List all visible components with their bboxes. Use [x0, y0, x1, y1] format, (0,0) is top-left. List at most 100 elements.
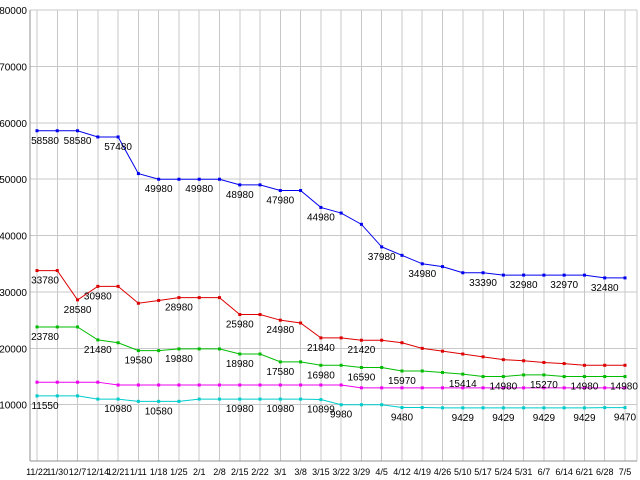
series-blue-marker — [623, 276, 627, 280]
series-blue-marker — [197, 177, 201, 181]
series-blue-marker — [441, 265, 445, 269]
point-value-label: 17580 — [266, 367, 294, 378]
series-green-marker — [238, 352, 242, 356]
x-axis-tick-label: 4/12 — [393, 467, 411, 477]
series-magenta-marker — [299, 383, 303, 387]
series-red-marker — [258, 313, 262, 317]
point-value-label: 15414 — [449, 379, 477, 390]
series-magenta-marker — [582, 386, 586, 390]
series-magenta-marker — [35, 380, 39, 384]
series-cyan-marker — [278, 397, 282, 401]
series-green-marker — [299, 360, 303, 364]
series-red-line — [37, 270, 625, 366]
series-magenta-marker — [339, 383, 343, 387]
x-axis-tick-label: 5/17 — [474, 467, 492, 477]
series-red-marker — [238, 313, 242, 317]
series-cyan-marker — [562, 406, 566, 410]
series-green-marker — [623, 375, 627, 379]
point-value-label: 57480 — [104, 142, 132, 153]
series-magenta-marker — [400, 386, 404, 390]
series-blue-marker — [319, 205, 323, 209]
series-red-marker — [441, 349, 445, 353]
series-red-marker — [359, 338, 363, 342]
series-cyan-marker — [501, 406, 505, 410]
series-green-marker — [380, 365, 384, 369]
point-value-label: 14980 — [571, 382, 599, 393]
series-cyan-marker — [217, 397, 221, 401]
series-cyan-marker — [319, 398, 323, 402]
x-axis-tick-label: 12/7 — [69, 467, 87, 477]
point-value-label: 9429 — [452, 413, 475, 424]
series-cyan-marker — [136, 399, 140, 403]
point-value-label: 9429 — [573, 413, 596, 424]
series-green-marker — [116, 341, 120, 345]
series-cyan-marker — [420, 406, 424, 410]
point-value-label: 28980 — [165, 303, 193, 314]
series-blue-marker — [542, 273, 546, 277]
point-value-label: 25980 — [226, 320, 254, 331]
series-cyan-marker — [96, 397, 100, 401]
point-value-label: 14980 — [610, 382, 638, 393]
series-cyan-marker — [623, 406, 627, 410]
y-axis-tick-label: 70000 — [0, 62, 27, 73]
y-axis-tick-label: 30000 — [0, 288, 27, 299]
series-magenta-marker — [380, 386, 384, 390]
point-value-label: 58580 — [64, 136, 92, 147]
series-blue-marker — [582, 273, 586, 277]
x-axis-tick-label: 6/7 — [538, 467, 551, 477]
series-green-marker — [542, 373, 546, 377]
point-value-label: 58580 — [31, 136, 59, 147]
series-magenta-marker — [441, 386, 445, 390]
series-green-marker — [359, 365, 363, 369]
point-value-label: 9429 — [492, 413, 515, 424]
point-value-label: 19880 — [165, 354, 193, 365]
series-green-marker — [461, 372, 465, 376]
point-value-label: 49980 — [145, 184, 173, 195]
series-blue-marker — [522, 273, 526, 277]
series-green-marker — [157, 349, 161, 353]
point-value-label: 32970 — [550, 280, 578, 291]
y-axis-tick-label: 80000 — [0, 6, 27, 17]
series-red-marker — [116, 284, 120, 288]
point-value-label: 18980 — [226, 359, 254, 370]
series-cyan-marker — [441, 406, 445, 410]
x-axis-tick-label: 5/31 — [515, 467, 533, 477]
point-value-label: 48980 — [226, 190, 254, 201]
series-green-marker — [582, 375, 586, 379]
series-green-marker — [55, 325, 59, 329]
point-value-label: 49980 — [185, 184, 213, 195]
point-value-label: 19580 — [124, 356, 152, 367]
series-cyan-marker — [238, 397, 242, 401]
series-magenta-marker — [359, 386, 363, 390]
series-cyan-marker — [522, 406, 526, 410]
x-axis-tick-label: 4/5 — [375, 467, 388, 477]
series-cyan-marker — [116, 397, 120, 401]
series-blue-marker — [501, 273, 505, 277]
point-value-label: 10980 — [266, 404, 294, 415]
series-blue-marker — [238, 183, 242, 187]
series-blue-marker — [380, 245, 384, 249]
series-green-marker — [420, 369, 424, 373]
series-cyan-marker — [603, 406, 607, 410]
series-green-marker — [76, 325, 80, 329]
series-cyan-marker — [197, 397, 201, 401]
series-cyan-marker — [55, 394, 59, 398]
series-cyan-line — [37, 395, 625, 409]
series-green-marker — [278, 360, 282, 364]
series-cyan-marker — [542, 406, 546, 410]
series-red-marker — [96, 284, 100, 288]
x-axis-tick-label: 12/21 — [107, 467, 130, 477]
series-blue-marker — [157, 177, 161, 181]
series-green-marker — [319, 363, 323, 367]
y-axis-tick-label: 20000 — [0, 344, 27, 355]
series-green-marker — [603, 375, 607, 379]
y-axis-tick-label: 60000 — [0, 119, 27, 130]
series-blue-marker — [603, 276, 607, 280]
series-cyan-marker — [258, 397, 262, 401]
series-red-marker — [217, 296, 221, 300]
series-green-marker — [177, 347, 181, 351]
series-green-line — [37, 326, 625, 378]
x-axis-tick-label: 4/19 — [413, 467, 431, 477]
series-blue-marker — [136, 172, 140, 176]
